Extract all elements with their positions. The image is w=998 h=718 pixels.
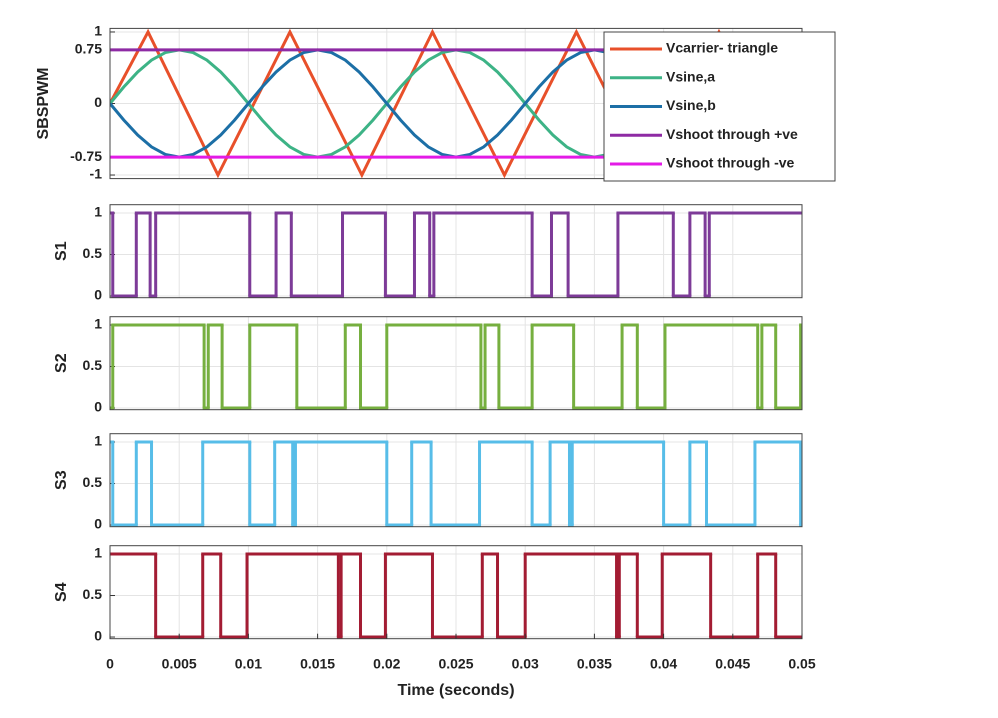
y-axis-label: S1: [53, 241, 70, 261]
y-tick-label: -0.75: [70, 148, 102, 164]
plot-lines: [110, 440, 802, 527]
y-tick-label: 1: [94, 204, 102, 220]
y-tick-label: 0: [94, 287, 102, 303]
y-tick-label: 0: [94, 628, 102, 644]
y-axis-label: S2: [53, 353, 70, 373]
x-tick-label: 0.03: [512, 655, 539, 671]
x-tick-label: 0.045: [715, 655, 750, 671]
x-tick-label: 0.035: [577, 655, 612, 671]
legend-label: Vcarrier- triangle: [666, 40, 778, 56]
y-tick-label: 1: [94, 316, 102, 332]
legend-label: Vshoot through +ve: [666, 126, 798, 142]
legend: Vcarrier- triangle Vsine,a Vsine,b Vshoot t…: [603, 31, 836, 182]
plot-lines: [110, 323, 802, 410]
y-axis-label: S3: [53, 470, 70, 490]
plot-lines: [110, 211, 802, 298]
legend-label: Vsine,a: [666, 68, 715, 84]
x-tick-label: 0.05: [788, 655, 815, 671]
legend-label: Vsine,b: [666, 97, 716, 113]
y-tick-label: 0: [94, 399, 102, 415]
y-tick-label: 0.5: [83, 474, 103, 490]
y-tick-label: 1: [94, 545, 102, 561]
x-tick-label: 0.025: [438, 655, 473, 671]
legend-label: Vshoot through -ve: [666, 155, 795, 171]
y-tick-label: 0.5: [83, 586, 103, 602]
x-tick-label: 0.02: [373, 655, 400, 671]
x-tick-label: 0.015: [300, 655, 335, 671]
y-tick-label: 0: [94, 516, 102, 532]
axes-box: [109, 433, 803, 528]
y-tick-label: 1: [94, 433, 102, 449]
y-axis-label: S4: [53, 582, 70, 602]
y-axis-label: SBSPWM: [35, 68, 52, 140]
y-tick-label: 0: [94, 94, 102, 110]
x-tick-label: 0.005: [162, 655, 197, 671]
y-tick-label: 0.5: [83, 245, 103, 261]
y-tick-label: -1: [90, 166, 103, 182]
axes-box: [109, 316, 803, 411]
y-tick-label: 1: [94, 23, 102, 39]
x-axis-label: Time (seconds): [397, 682, 514, 699]
x-tick-label: 0: [106, 655, 114, 671]
x-tick-label: 0.01: [235, 655, 262, 671]
y-tick-label: 0.5: [83, 357, 103, 373]
axes-box: [109, 204, 803, 299]
y-tick-label: 0.75: [75, 41, 102, 57]
x-tick-label: 0.04: [650, 655, 677, 671]
